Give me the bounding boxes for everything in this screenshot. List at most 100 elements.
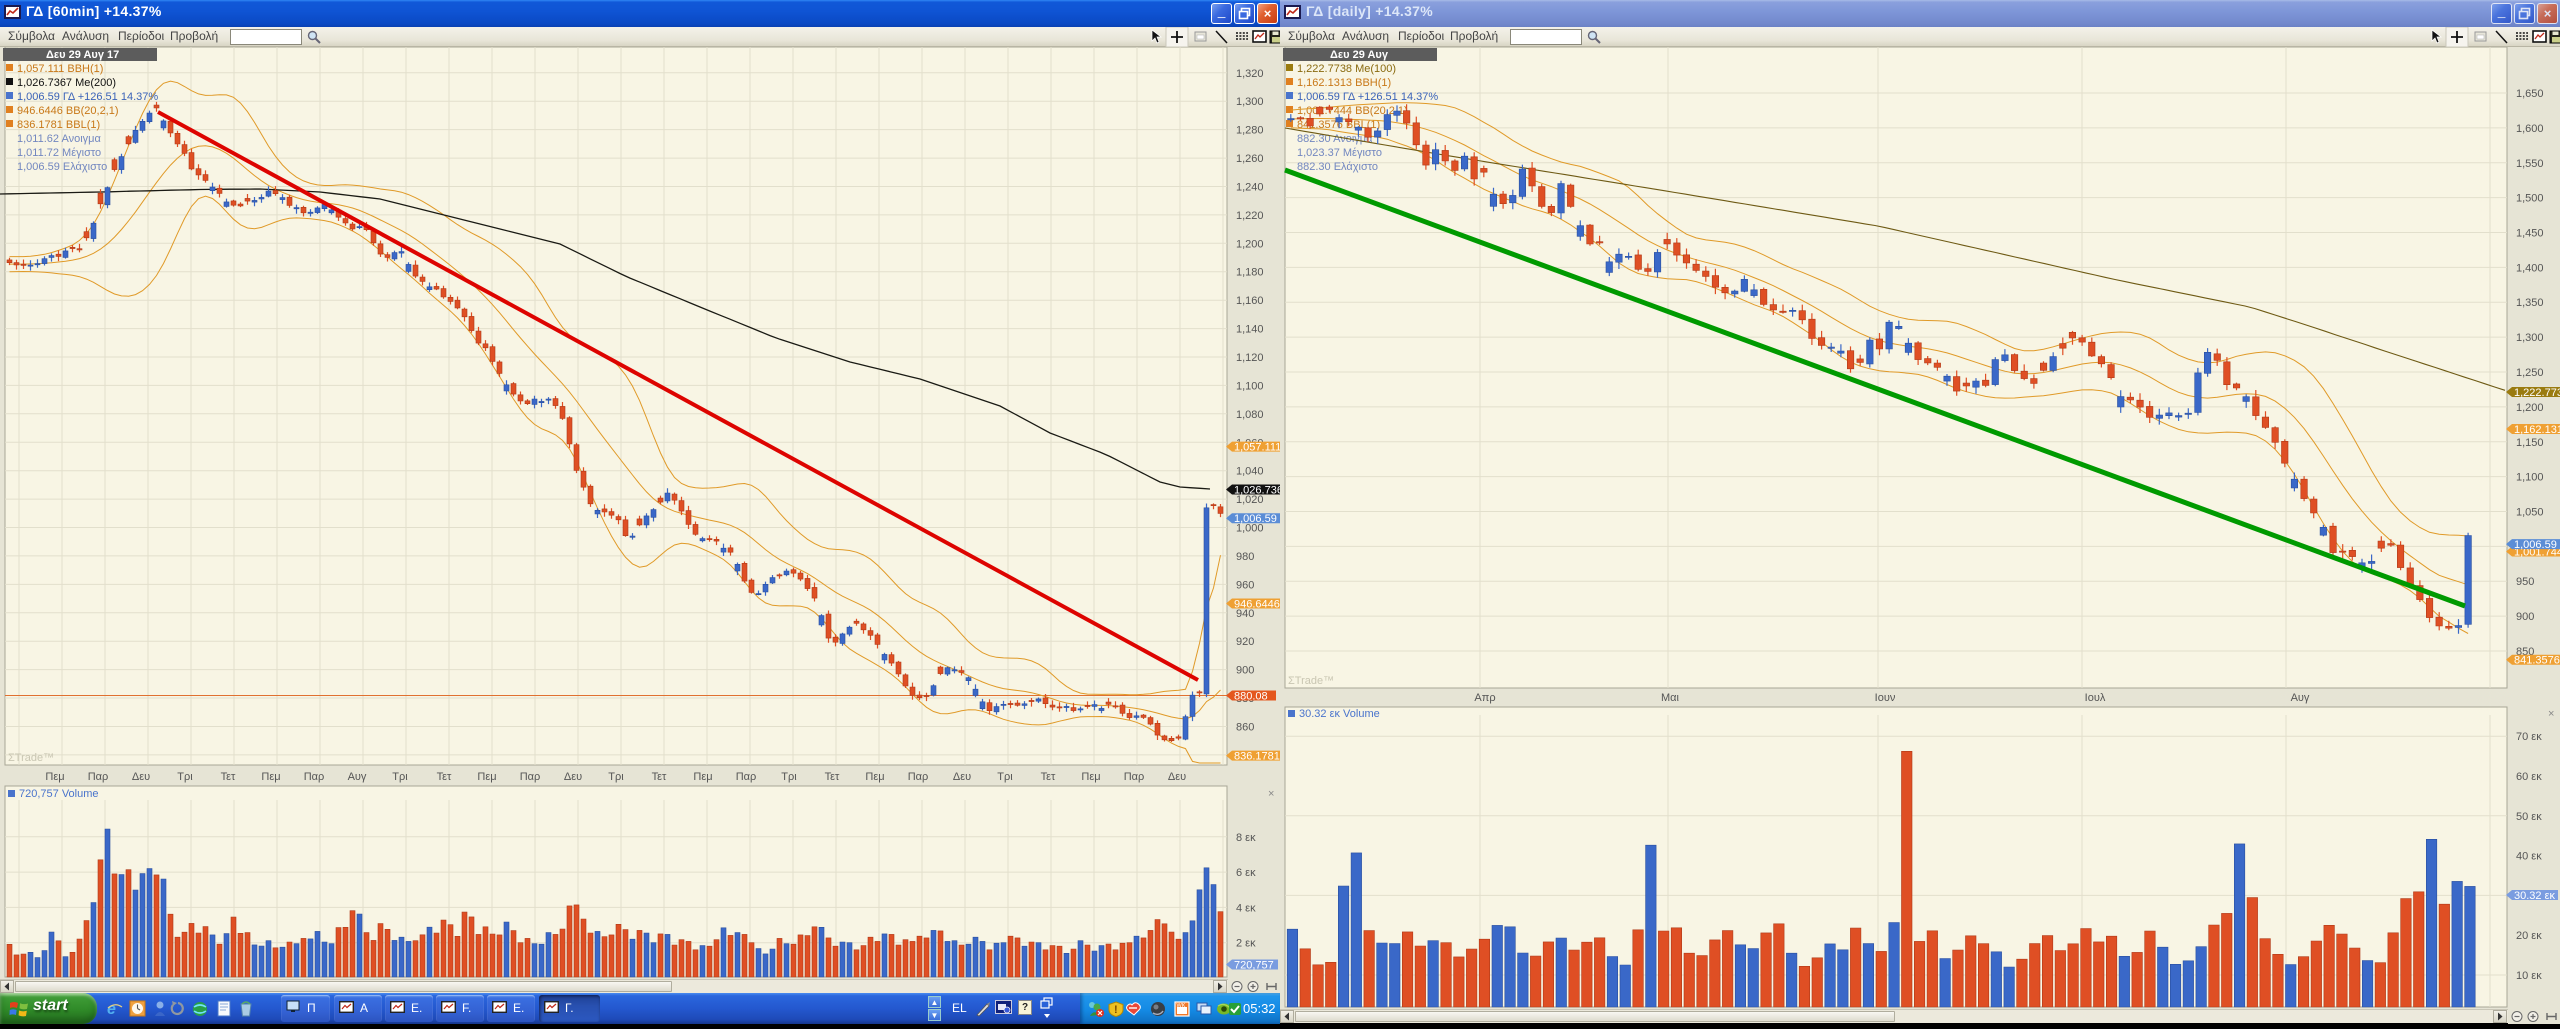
svg-text:1,120: 1,120: [1236, 352, 1264, 364]
svg-text:Πεμ: Πεμ: [693, 771, 712, 783]
svg-text:Παρ: Παρ: [736, 771, 757, 783]
svg-text:900: 900: [2516, 611, 2534, 623]
svg-text:Παρ: Παρ: [908, 771, 929, 783]
svg-text:WK: WK: [1177, 1003, 1186, 1009]
svg-text:8 εκ: 8 εκ: [1236, 832, 1256, 844]
svg-text:e: e: [107, 1001, 116, 1018]
svg-text:Πεμ: Πεμ: [261, 771, 280, 783]
svg-text:ΣTrade™: ΣTrade™: [1288, 675, 1334, 687]
svg-text:1,320: 1,320: [1236, 68, 1264, 80]
svg-text:1,300: 1,300: [2516, 332, 2544, 344]
svg-text:Δευ: Δευ: [1168, 771, 1186, 783]
svg-text:Αυγ: Αυγ: [348, 771, 367, 783]
svg-text:1,162.131: 1,162.131: [2514, 424, 2560, 436]
svg-text:Δευ: Δευ: [953, 771, 971, 783]
svg-text:1,180: 1,180: [1236, 267, 1264, 279]
svg-text:946.6446: 946.6446: [1234, 598, 1280, 610]
svg-text:836.1781: 836.1781: [1234, 750, 1280, 762]
svg-text:Τρι: Τρι: [781, 771, 797, 783]
svg-text:Μαι: Μαι: [1661, 692, 1680, 704]
svg-text:1,080: 1,080: [1236, 409, 1264, 421]
svg-text:1,650: 1,650: [2516, 88, 2544, 100]
svg-text:1,350: 1,350: [2516, 297, 2544, 309]
svg-text:Τετ: Τετ: [652, 771, 667, 783]
svg-text:40 εκ: 40 εκ: [2516, 851, 2542, 863]
svg-text:1,011.62 Ανοιγμα: 1,011.62 Ανοιγμα: [17, 133, 101, 145]
svg-text:1,280: 1,280: [1236, 125, 1264, 137]
svg-text:836.1781 BBL(1): 836.1781 BBL(1): [17, 119, 100, 131]
svg-text:×: ×: [1268, 788, 1274, 800]
svg-text:×: ×: [2548, 708, 2554, 720]
svg-text:1,100: 1,100: [1236, 380, 1264, 392]
svg-text:946.6446 BB(20,2,1): 946.6446 BB(20,2,1): [17, 105, 119, 117]
svg-text:1,057.111 BBH(1): 1,057.111 BBH(1): [17, 63, 103, 75]
svg-text:1,220: 1,220: [1236, 210, 1264, 222]
svg-text:Παρ: Παρ: [304, 771, 325, 783]
svg-text:Τετ: Τετ: [825, 771, 840, 783]
svg-text:720,757 Volume: 720,757 Volume: [19, 788, 99, 800]
svg-text:Δευ: Δευ: [132, 771, 150, 783]
svg-text:1,450: 1,450: [2516, 228, 2544, 240]
svg-text:1,001.7444 BB(20,2,1): 1,001.7444 BB(20,2,1): [1297, 105, 1408, 117]
svg-text:Τρι: Τρι: [608, 771, 624, 783]
svg-text:Παρ: Παρ: [520, 771, 541, 783]
svg-text:1,006.59 Ελάχιστο: 1,006.59 Ελάχιστο: [17, 161, 107, 173]
svg-text:4 εκ: 4 εκ: [1236, 902, 1256, 914]
svg-text:1,600: 1,600: [2516, 123, 2544, 135]
svg-text:70 εκ: 70 εκ: [2516, 731, 2542, 743]
svg-text:882.30 Ελάχιστο: 882.30 Ελάχιστο: [1297, 161, 1378, 173]
svg-text:Πεμ: Πεμ: [477, 771, 496, 783]
svg-text:1,001.7444: 1,001.7444: [2514, 546, 2560, 558]
svg-text:Δευ 29 Αυγ 17: Δευ 29 Αυγ 17: [46, 49, 119, 61]
svg-text:ΣTrade™: ΣTrade™: [8, 752, 54, 764]
svg-text:50 εκ: 50 εκ: [2516, 811, 2542, 823]
svg-text:1,006.59: 1,006.59: [1234, 513, 1277, 525]
svg-text:60 εκ: 60 εκ: [2516, 771, 2542, 783]
svg-text:Ιουλ: Ιουλ: [2085, 692, 2106, 704]
svg-text:20 εκ: 20 εκ: [2516, 930, 2542, 942]
svg-text:1,150: 1,150: [2516, 437, 2544, 449]
svg-text:6 εκ: 6 εκ: [1236, 867, 1256, 879]
svg-text:1,057.111: 1,057.111: [1234, 441, 1280, 453]
svg-text:950: 950: [2516, 576, 2534, 588]
svg-text:30.32 εκ: 30.32 εκ: [2514, 890, 2555, 902]
svg-text:Παρ: Παρ: [1124, 771, 1145, 783]
svg-text:Τετ: Τετ: [437, 771, 452, 783]
svg-text:Δευ: Δευ: [564, 771, 582, 783]
svg-text:Πεμ: Πεμ: [865, 771, 884, 783]
svg-text:900: 900: [1236, 665, 1254, 677]
svg-text:Αυγ: Αυγ: [2291, 692, 2310, 704]
svg-text:1,006.59 ΓΔ +126.51 14.37%: 1,006.59 ΓΔ +126.51 14.37%: [1297, 91, 1438, 103]
svg-text:Τετ: Τετ: [221, 771, 236, 783]
svg-text:1,200: 1,200: [1236, 238, 1264, 250]
svg-text:1,023.37 Μέγιστο: 1,023.37 Μέγιστο: [1297, 147, 1382, 159]
svg-text:1,300: 1,300: [1236, 96, 1264, 108]
svg-text:920: 920: [1236, 636, 1254, 648]
svg-text:1,240: 1,240: [1236, 182, 1264, 194]
svg-text:1,260: 1,260: [1236, 153, 1264, 165]
svg-text:Πεμ: Πεμ: [1081, 771, 1100, 783]
svg-text:980: 980: [1236, 551, 1254, 563]
svg-text:Απρ: Απρ: [1474, 692, 1495, 704]
svg-text:1,250: 1,250: [2516, 367, 2544, 379]
svg-text:841.3576: 841.3576: [2514, 655, 2560, 667]
svg-text:Ιουν: Ιουν: [1875, 692, 1896, 704]
svg-text:960: 960: [1236, 579, 1254, 591]
svg-text:30.32 εκ Volume: 30.32 εκ Volume: [1299, 708, 1380, 720]
svg-text:2 εκ: 2 εκ: [1236, 938, 1256, 950]
svg-text:Τετ: Τετ: [1041, 771, 1056, 783]
svg-text:1,160: 1,160: [1236, 295, 1264, 307]
svg-text:1,400: 1,400: [2516, 262, 2544, 274]
svg-text:Τρι: Τρι: [392, 771, 408, 783]
svg-text:880.08: 880.08: [1234, 690, 1268, 702]
svg-text:1,500: 1,500: [2516, 193, 2544, 205]
svg-text:1,006.59: 1,006.59: [2514, 539, 2557, 551]
svg-text:1,000: 1,000: [1236, 523, 1264, 535]
svg-text:1,011.72 Μέγιστο: 1,011.72 Μέγιστο: [17, 147, 101, 159]
svg-text:1,550: 1,550: [2516, 158, 2544, 170]
svg-text:1,200: 1,200: [2516, 402, 2544, 414]
svg-text:1,162.1313 BBH(1): 1,162.1313 BBH(1): [1297, 77, 1391, 89]
svg-text:1,006.59 ΓΔ +126.51 14.37%: 1,006.59 ΓΔ +126.51 14.37%: [17, 91, 158, 103]
svg-text:1,026.736: 1,026.736: [1234, 484, 1280, 496]
svg-text:1,100: 1,100: [2516, 472, 2544, 484]
